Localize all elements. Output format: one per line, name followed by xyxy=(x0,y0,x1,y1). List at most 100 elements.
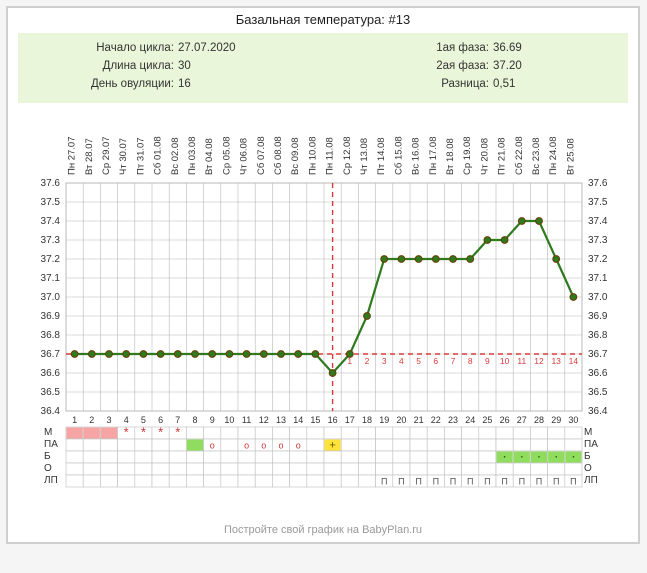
svg-text:2: 2 xyxy=(365,356,370,366)
svg-text:П: П xyxy=(398,477,404,487)
svg-text:П: П xyxy=(381,477,387,487)
svg-text:21: 21 xyxy=(414,415,424,425)
summary-value: 0,51 xyxy=(493,75,515,93)
svg-text:Пн 10.08: Пн 10.08 xyxy=(307,137,318,176)
summary-label: День овуляции: xyxy=(28,75,178,93)
svg-text:37.2: 37.2 xyxy=(588,254,608,265)
svg-text:4: 4 xyxy=(124,415,129,425)
svg-text:Пн 11.08: Пн 11.08 xyxy=(325,137,336,175)
svg-text:20: 20 xyxy=(396,415,406,425)
svg-text:16: 16 xyxy=(328,415,338,425)
summary-right: 1ая фаза:36.692ая фаза:37.20Разница:0,51 xyxy=(323,39,618,93)
svg-text:28: 28 xyxy=(534,415,544,425)
svg-text:5: 5 xyxy=(416,356,421,366)
track-label: О xyxy=(44,463,64,475)
summary-label: 2ая фаза: xyxy=(323,57,493,75)
svg-text:10: 10 xyxy=(224,415,234,425)
svg-text:o: o xyxy=(261,441,266,451)
svg-text:o: o xyxy=(296,441,301,451)
svg-text:37.1: 37.1 xyxy=(41,273,61,284)
chart-frame: Базальная температура: #13 Начало цикла:… xyxy=(6,6,640,544)
svg-text:37.2: 37.2 xyxy=(41,254,61,265)
svg-text:*: * xyxy=(141,425,146,440)
svg-text:П: П xyxy=(467,477,473,487)
svg-text:1: 1 xyxy=(72,415,77,425)
svg-text:Чт 20.08: Чт 20.08 xyxy=(479,138,490,175)
svg-text:24: 24 xyxy=(465,415,475,425)
svg-text:Сб 22.08: Сб 22.08 xyxy=(514,136,525,175)
svg-text:37.4: 37.4 xyxy=(41,216,61,227)
svg-text:36.8: 36.8 xyxy=(41,330,61,341)
svg-text:29: 29 xyxy=(551,415,561,425)
svg-text:Ср 05.08: Ср 05.08 xyxy=(221,136,232,175)
summary-value: 30 xyxy=(178,57,191,75)
svg-text:14: 14 xyxy=(293,415,303,425)
svg-text:2: 2 xyxy=(89,415,94,425)
track-label: ПА xyxy=(44,439,64,451)
svg-text:11: 11 xyxy=(242,415,251,425)
svg-text:Ср 19.08: Ср 19.08 xyxy=(462,136,473,175)
svg-text:П: П xyxy=(536,477,542,487)
summary-value: 27.07.2020 xyxy=(178,39,236,57)
svg-text:37.3: 37.3 xyxy=(588,235,608,246)
svg-text:37.5: 37.5 xyxy=(41,197,61,208)
track-label: М xyxy=(44,427,64,439)
svg-text:36.5: 36.5 xyxy=(588,387,608,398)
svg-text:·: · xyxy=(571,448,576,464)
svg-text:37.0: 37.0 xyxy=(41,292,61,303)
svg-text:П: П xyxy=(570,477,576,487)
summary-value: 36.69 xyxy=(493,39,522,57)
track-label: ЛП xyxy=(584,475,604,487)
svg-text:19: 19 xyxy=(379,415,389,425)
svg-text:5: 5 xyxy=(141,415,146,425)
svg-text:36.4: 36.4 xyxy=(41,406,61,417)
svg-text:13: 13 xyxy=(276,415,286,425)
svg-text:4: 4 xyxy=(399,356,404,366)
svg-text:П: П xyxy=(484,477,490,487)
track-label: Б xyxy=(44,451,64,463)
svg-text:12: 12 xyxy=(259,415,269,425)
svg-text:o: o xyxy=(210,441,215,451)
svg-text:Вс 09.08: Вс 09.08 xyxy=(290,138,301,176)
svg-text:36.5: 36.5 xyxy=(41,387,61,398)
track-label: О xyxy=(584,463,604,475)
svg-text:П: П xyxy=(501,477,507,487)
svg-text:П: П xyxy=(519,477,525,487)
svg-text:3: 3 xyxy=(106,415,111,425)
track-label: Б xyxy=(584,451,604,463)
summary-band: Начало цикла:27.07.2020Длина цикла:30Ден… xyxy=(18,33,628,103)
svg-text:8: 8 xyxy=(192,415,197,425)
svg-text:27: 27 xyxy=(517,415,527,425)
summary-value: 37.20 xyxy=(493,57,522,75)
svg-text:37.0: 37.0 xyxy=(588,292,608,303)
footer-credit: Постройте свой график на BabyPlan.ru xyxy=(8,520,638,542)
svg-text:*: * xyxy=(158,425,163,440)
summary-left: Начало цикла:27.07.2020Длина цикла:30Ден… xyxy=(28,39,323,93)
track-labels-left: МПАБОЛП xyxy=(44,427,64,487)
svg-text:П: П xyxy=(433,477,439,487)
svg-text:Сб 08.08: Сб 08.08 xyxy=(273,136,284,175)
svg-text:25: 25 xyxy=(482,415,492,425)
svg-text:Пн 03.08: Пн 03.08 xyxy=(187,137,198,176)
svg-text:6: 6 xyxy=(433,356,438,366)
svg-text:36.6: 36.6 xyxy=(588,368,608,379)
svg-text:14: 14 xyxy=(569,356,579,366)
svg-text:Чт 06.08: Чт 06.08 xyxy=(239,138,250,175)
svg-text:6: 6 xyxy=(158,415,163,425)
bbt-chart-svg: 36.436.436.536.536.636.636.736.736.836.8… xyxy=(18,111,630,511)
chart-title: Базальная температура: #13 xyxy=(8,8,638,29)
svg-text:22: 22 xyxy=(431,415,441,425)
svg-text:Ср 12.08: Ср 12.08 xyxy=(342,136,353,175)
svg-text:·: · xyxy=(519,448,524,464)
track-label: М xyxy=(584,427,604,439)
summary-label: Длина цикла: xyxy=(28,57,178,75)
svg-text:37.5: 37.5 xyxy=(588,197,608,208)
svg-text:П: П xyxy=(553,477,559,487)
svg-text:36.9: 36.9 xyxy=(588,311,608,322)
svg-text:37.6: 37.6 xyxy=(588,178,608,189)
svg-text:*: * xyxy=(175,425,180,440)
svg-text:37.1: 37.1 xyxy=(588,273,608,284)
summary-label: Разница: xyxy=(323,75,493,93)
svg-text:Пт 21.08: Пт 21.08 xyxy=(497,137,508,175)
svg-text:9: 9 xyxy=(485,356,490,366)
